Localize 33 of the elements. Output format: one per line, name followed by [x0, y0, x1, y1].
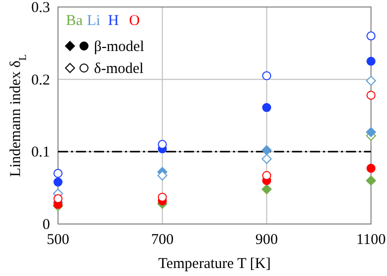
point	[262, 103, 272, 112]
point	[366, 76, 376, 86]
point	[158, 192, 167, 202]
annotation: δ-model	[94, 61, 144, 77]
point	[54, 168, 62, 178]
point	[366, 56, 376, 66]
point	[157, 170, 168, 181]
point	[262, 154, 272, 164]
point	[54, 178, 62, 187]
x-tick-label: 500	[46, 232, 70, 248]
annotation: Ba	[66, 13, 84, 29]
point	[366, 176, 376, 186]
x-axis-title: Temperature T [K]	[158, 256, 271, 272]
annotation: O	[129, 13, 140, 29]
point	[366, 31, 376, 40]
point	[262, 71, 272, 80]
x-tick-label: 1100	[356, 232, 386, 248]
x-tick-label: 900	[255, 232, 278, 248]
point	[54, 194, 62, 204]
annotation: β-model	[94, 39, 144, 55]
point	[262, 145, 272, 156]
point	[366, 90, 376, 100]
point	[366, 164, 376, 173]
point	[158, 140, 167, 149]
point	[262, 184, 272, 194]
x-tick-label: 700	[151, 232, 174, 248]
y-tick-label: 0.2	[31, 72, 50, 88]
annotation: H	[108, 13, 119, 29]
y-tick-label: 0.1	[31, 144, 50, 161]
y-tick-label: 0	[42, 217, 50, 233]
point	[366, 127, 376, 138]
y-tick-label: 0.3	[31, 0, 50, 16]
annotation: Li	[87, 13, 100, 29]
